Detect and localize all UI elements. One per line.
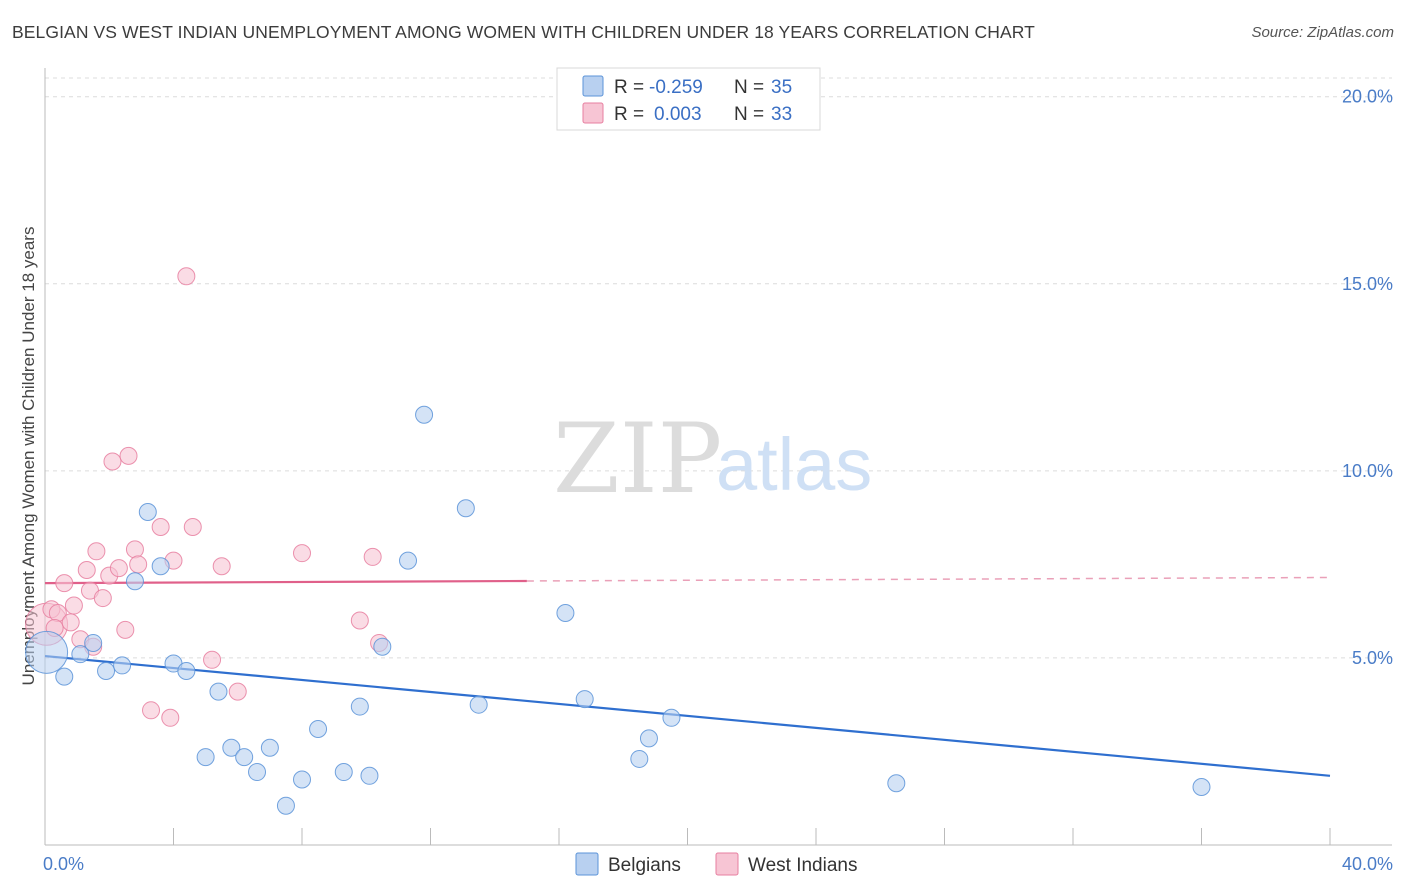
belgians-point <box>276 796 295 815</box>
legend-n-label-2: N = <box>734 104 764 125</box>
belgians-point <box>222 738 241 757</box>
watermark-atlas: atlas <box>716 423 872 506</box>
watermark: ZIP atlas <box>553 403 872 515</box>
west-indians-point <box>64 596 83 615</box>
west-indians-point <box>228 682 247 701</box>
trend-line-0 <box>44 654 1331 777</box>
x-tick-label: 40.0% <box>1342 854 1393 874</box>
west-indians-point <box>183 517 202 536</box>
legend-r-value-west-indians: 0.003 <box>654 104 702 125</box>
belgians-point <box>399 551 418 570</box>
legend-r-label-1: R = <box>614 77 644 98</box>
legend-swatch-west-indians <box>582 102 604 124</box>
west-indians-point <box>212 557 231 576</box>
legend-swatch-belgians <box>582 75 604 97</box>
west-indians-point <box>55 574 74 593</box>
belgians-point <box>248 763 267 782</box>
belgians-point <box>360 766 379 785</box>
x-tick-label: 0.0% <box>43 854 84 874</box>
trend-lines <box>44 576 1331 777</box>
trend-line-dashed-1 <box>526 576 1331 582</box>
west-indians-point <box>177 267 196 286</box>
bottom-legend: Belgians West Indians <box>575 852 857 876</box>
belgians-point <box>84 633 103 652</box>
chart-title: BELGIAN VS WEST INDIAN UNEMPLOYMENT AMON… <box>12 22 1035 42</box>
legend-r-value-belgians: -0.259 <box>649 77 703 98</box>
belgians-point <box>55 667 74 686</box>
y-tick-label: 15.0% <box>1342 274 1393 294</box>
belgians-point <box>177 662 196 681</box>
west-indians-point <box>103 452 122 471</box>
west-indians-point <box>350 611 369 630</box>
belgians-point <box>97 662 116 681</box>
legend: R = -0.259 N = 35 R = 0.003 N = 33 <box>556 67 821 131</box>
legend-n-label-1: N = <box>734 77 764 98</box>
belgians-point <box>639 729 658 748</box>
west-indians-point <box>119 446 138 465</box>
belgians-point <box>209 682 228 701</box>
west-indians-point <box>77 561 96 580</box>
belgians-point <box>334 763 353 782</box>
legend-r-label-2: R = <box>614 104 644 125</box>
legend-n-value-belgians: 35 <box>771 77 792 98</box>
west-indians-point <box>142 701 161 720</box>
west-indians-point <box>293 544 311 563</box>
belgians-point <box>71 645 90 664</box>
belgians-point <box>138 503 157 522</box>
data-points <box>25 267 1211 815</box>
x-tick-labels: 0.0% 40.0% <box>43 854 1393 874</box>
belgians-point <box>1192 778 1211 797</box>
bottom-legend-label-west-indians: West Indians <box>748 855 857 876</box>
west-indians-point <box>109 559 128 578</box>
belgians-point <box>113 656 132 675</box>
belgians-point <box>293 770 311 789</box>
axes <box>44 68 1392 846</box>
west-indians-point <box>87 542 106 561</box>
west-indians-point <box>161 708 180 727</box>
belgians-point <box>662 708 681 727</box>
belgians-point <box>469 695 488 714</box>
belgians-point <box>260 738 279 757</box>
belgians-point <box>350 697 369 716</box>
belgians-point <box>25 630 69 674</box>
belgians-point <box>373 637 392 656</box>
legend-n-value-west-indians: 33 <box>771 104 792 125</box>
west-indians-point <box>129 555 148 574</box>
bottom-legend-label-belgians: Belgians <box>608 855 681 876</box>
belgians-point <box>196 748 215 767</box>
belgians-point <box>887 774 906 793</box>
belgians-point <box>125 572 144 591</box>
chart-source: Source: ZipAtlas.com <box>1251 24 1394 41</box>
y-tick-label: 20.0% <box>1342 87 1393 107</box>
y-tick-label: 5.0% <box>1352 648 1393 668</box>
belgians-point <box>556 604 575 623</box>
belgians-point <box>630 749 649 768</box>
west-indians-point <box>61 613 80 632</box>
belgians-point <box>235 748 254 767</box>
belgians-point <box>415 405 434 424</box>
gridlines <box>45 77 1392 659</box>
belgians-point <box>309 720 328 739</box>
west-indians-point <box>363 547 382 566</box>
west-indians-point <box>203 650 222 669</box>
west-indians-point <box>93 589 112 608</box>
y-tick-labels: 5.0% 10.0% 15.0% 20.0% <box>1342 87 1393 668</box>
y-tick-label: 10.0% <box>1342 461 1393 481</box>
belgians-point <box>151 557 170 576</box>
trend-line-solid-1 <box>44 579 527 585</box>
bottom-legend-swatch-west-indians <box>715 852 739 876</box>
belgians-point <box>575 690 594 709</box>
west-indians-point <box>151 517 170 536</box>
west-indians-point <box>125 540 144 559</box>
bottom-legend-swatch-belgians <box>575 852 599 876</box>
watermark-zip: ZIP <box>553 403 722 515</box>
west-indians-point <box>116 620 135 639</box>
belgians-point <box>456 499 475 518</box>
